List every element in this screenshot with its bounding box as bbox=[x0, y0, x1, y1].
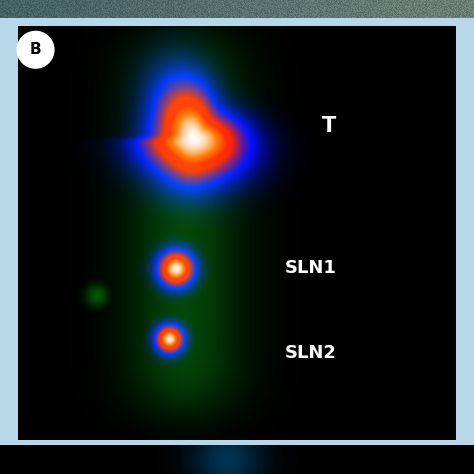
Text: SLN1: SLN1 bbox=[284, 259, 336, 277]
Text: B: B bbox=[30, 42, 41, 57]
Circle shape bbox=[18, 32, 54, 68]
Text: T: T bbox=[322, 116, 337, 136]
Text: SLN2: SLN2 bbox=[284, 344, 336, 362]
